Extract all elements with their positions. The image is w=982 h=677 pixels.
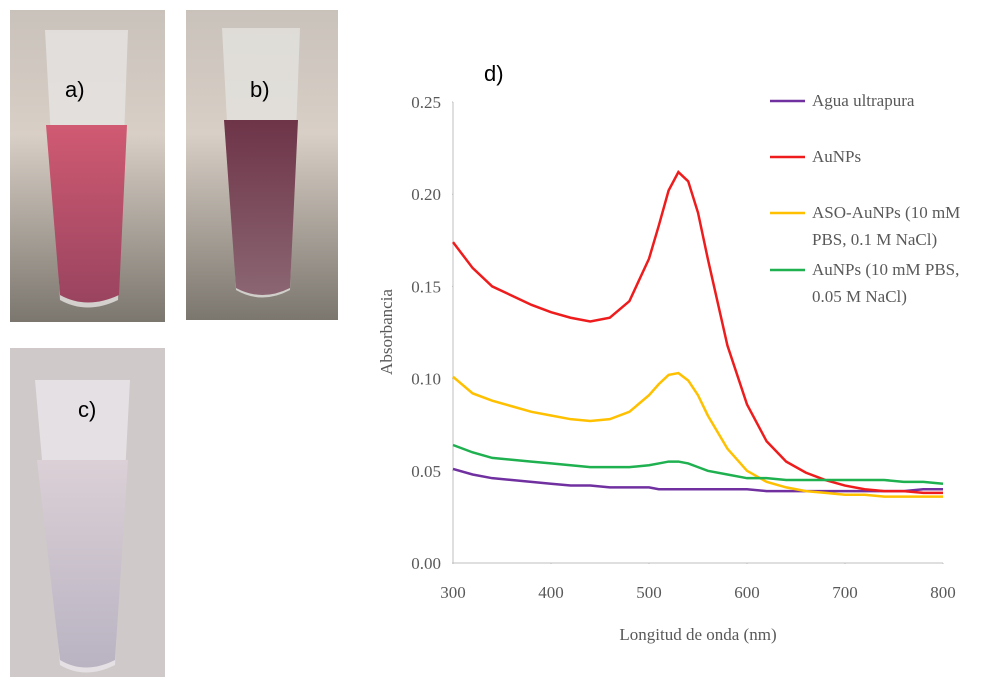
series-line xyxy=(452,371,943,498)
x-tick-label: 600 xyxy=(734,583,760,602)
y-axis-label: Absorbancia xyxy=(377,289,396,375)
x-tick-label: 700 xyxy=(832,583,858,602)
photo-b xyxy=(186,10,338,320)
x-axis-label: Longitud de onda (nm) xyxy=(619,625,776,644)
y-tick-label: 0.10 xyxy=(411,370,441,389)
legend-label: AuNPs (10 mM PBS, 0.05 M NaCl) xyxy=(812,260,960,306)
panel-label: d) xyxy=(484,61,504,86)
legend-label: ASO-AuNPs (10 mM PBS, 0.1 M NaCl) xyxy=(812,203,961,249)
y-tick-label: 0.05 xyxy=(411,462,441,481)
panel-label: a) xyxy=(65,77,85,102)
series-line xyxy=(452,443,944,485)
photo-a xyxy=(10,10,165,322)
y-tick-label: 0.20 xyxy=(411,185,441,204)
panel-label: c) xyxy=(78,397,96,422)
y-tick-label: 0.25 xyxy=(411,93,441,112)
x-tick-label: 500 xyxy=(636,583,662,602)
y-tick-label: 0.00 xyxy=(411,554,441,573)
x-tick-label: 300 xyxy=(440,583,466,602)
panel-label: b) xyxy=(250,77,270,102)
series-line xyxy=(452,170,943,495)
series-line xyxy=(452,467,943,493)
legend-label: Agua ultrapura xyxy=(812,91,915,110)
y-tick-label: 0.15 xyxy=(411,277,441,296)
legend-label: AuNPs xyxy=(812,147,862,166)
x-tick-label: 800 xyxy=(930,583,956,602)
x-tick-label: 400 xyxy=(538,583,564,602)
photo-c xyxy=(10,348,165,677)
